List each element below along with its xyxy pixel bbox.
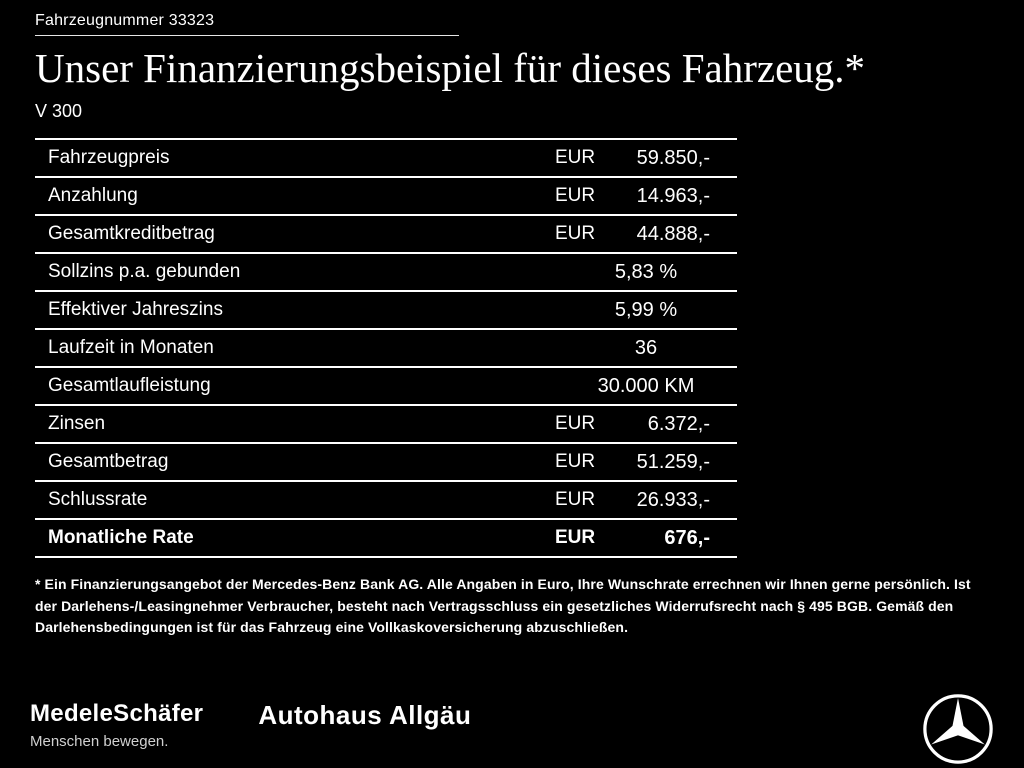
- row-value: 30.000 KM: [597, 374, 695, 397]
- row-currency: EUR: [555, 527, 596, 549]
- row-label: Schlussrate: [48, 489, 148, 511]
- table-row-monthly-rate: Monatliche Rate EUR 676,-: [35, 518, 737, 559]
- row-value: 44.888,-: [636, 222, 710, 245]
- row-label: Anzahlung: [48, 185, 138, 207]
- dealer-logo-block: MedeleSchäfer Menschen bewegen.: [30, 700, 203, 750]
- dealer-tagline: Menschen bewegen.: [30, 733, 169, 750]
- row-label: Gesamtlaufleistung: [48, 375, 211, 397]
- row-value: 5,99 %: [614, 298, 678, 321]
- vehicle-number: Fahrzeugnummer 33323: [35, 12, 215, 29]
- header: Fahrzeugnummer 33323 Unser Finanzierungs…: [0, 0, 1024, 122]
- finance-table: Fahrzeugpreis EUR 59.850,- Anzahlung EUR…: [35, 138, 737, 559]
- vehicle-model: V 300: [35, 101, 83, 122]
- row-label: Laufzeit in Monaten: [48, 337, 214, 359]
- dealer-name: MedeleSchäfer: [30, 700, 204, 727]
- table-row: Fahrzeugpreis EUR 59.850,-: [35, 138, 737, 176]
- row-currency: EUR: [555, 223, 596, 245]
- table-row: Gesamtbetrag EUR 51.259,-: [35, 442, 737, 480]
- row-value: 5,83 %: [614, 260, 678, 283]
- row-label: Effektiver Jahreszins: [48, 299, 223, 321]
- row-currency: EUR: [555, 147, 596, 169]
- footer: MedeleSchäfer Menschen bewegen. Autohaus…: [0, 686, 1024, 768]
- row-value: 676,-: [664, 526, 710, 549]
- row-value: 14.963,-: [636, 184, 710, 207]
- table-row: Gesamtkreditbetrag EUR 44.888,-: [35, 214, 737, 252]
- partner-dealer-name: Autohaus Allgäu: [258, 700, 472, 730]
- table-row: Zinsen EUR 6.372,-: [35, 404, 737, 442]
- table-row: Laufzeit in Monaten 36: [35, 328, 737, 366]
- row-label: Sollzins p.a. gebunden: [48, 261, 241, 283]
- row-label: Zinsen: [48, 413, 106, 435]
- page-title: Unser Finanzierungsbeispiel für dieses F…: [35, 45, 866, 91]
- row-label: Monatliche Rate: [48, 527, 194, 549]
- table-row: Effektiver Jahreszins 5,99 %: [35, 290, 737, 328]
- legal-footnote: * Ein Finanzierungsangebot der Mercedes-…: [35, 576, 971, 636]
- row-value: 51.259,-: [636, 450, 710, 473]
- row-label: Gesamtbetrag: [48, 451, 169, 473]
- row-value: 59.850,-: [636, 146, 710, 169]
- table-row: Schlussrate EUR 26.933,-: [35, 480, 737, 518]
- table-row: Gesamtlaufleistung 30.000 KM: [35, 366, 737, 404]
- row-currency: EUR: [555, 185, 596, 207]
- row-currency: EUR: [555, 451, 596, 473]
- table-row: Anzahlung EUR 14.963,-: [35, 176, 737, 214]
- row-value: 6.372,-: [647, 412, 710, 435]
- header-divider: [35, 35, 459, 36]
- table-row: Sollzins p.a. gebunden 5,83 %: [35, 252, 737, 290]
- mercedes-star-icon: [922, 693, 994, 768]
- row-value: 26.933,-: [636, 488, 710, 511]
- row-currency: EUR: [555, 489, 596, 511]
- row-currency: EUR: [555, 413, 596, 435]
- row-value: 36: [634, 336, 658, 359]
- row-label: Fahrzeugpreis: [48, 147, 170, 169]
- row-label: Gesamtkreditbetrag: [48, 223, 215, 245]
